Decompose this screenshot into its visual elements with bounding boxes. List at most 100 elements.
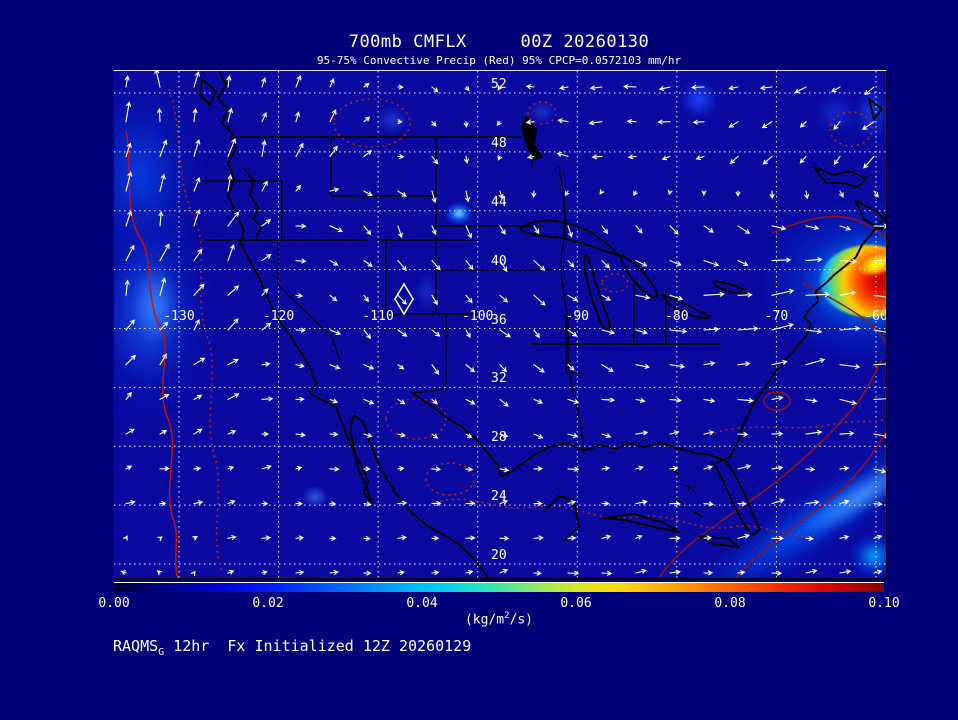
wind-arrow xyxy=(227,535,237,540)
wind-arrow xyxy=(397,225,403,239)
wind-arrow xyxy=(669,260,682,267)
wind-arrow xyxy=(626,118,637,124)
wind-arrow xyxy=(635,568,647,574)
wind-arrow xyxy=(873,569,883,575)
wind-arrow xyxy=(635,225,643,234)
wind-arrow xyxy=(873,534,883,540)
wind-arrow xyxy=(728,85,739,91)
wind-arrow xyxy=(567,398,580,405)
wind-arrow xyxy=(771,498,785,505)
wind-arrow xyxy=(295,74,302,88)
wind-arrow xyxy=(533,294,546,306)
wind-arrow xyxy=(193,176,201,192)
wind-arrow xyxy=(193,318,200,331)
wind-arrow xyxy=(771,322,794,331)
wind-arrow xyxy=(601,260,611,269)
wind-arrow xyxy=(737,533,751,539)
wind-arrow xyxy=(295,184,302,192)
wind-arrow xyxy=(156,570,163,576)
wind-arrow xyxy=(157,536,163,542)
wind-arrow xyxy=(635,430,649,436)
wind-arrow xyxy=(329,535,337,541)
wind-arrow xyxy=(531,190,537,199)
wind-arrow xyxy=(193,139,201,157)
wind-arrow xyxy=(125,465,133,471)
wind-arrow xyxy=(839,499,850,505)
wind-arrow xyxy=(431,329,441,337)
wind-arrow xyxy=(669,569,681,575)
wind-arrow xyxy=(363,116,371,123)
wind-arrow xyxy=(329,187,340,193)
colorbar-tick: 0.02 xyxy=(252,596,284,611)
wind-arrow xyxy=(533,260,546,271)
wind-arrow xyxy=(295,465,303,471)
wind-arrow xyxy=(397,535,408,541)
wind-arrow xyxy=(261,361,271,367)
wind-arrow xyxy=(627,154,637,160)
wind-vector-arrows xyxy=(120,71,886,577)
wind-arrow xyxy=(771,288,795,296)
wind-arrow xyxy=(703,535,712,541)
wind-arrow xyxy=(193,283,205,296)
wind-arrow xyxy=(329,501,337,507)
wind-arrow xyxy=(635,329,648,335)
wind-arrow xyxy=(329,145,338,157)
wind-arrow xyxy=(123,535,128,541)
wind-arrow xyxy=(533,225,540,235)
wind-arrow xyxy=(193,466,202,472)
wind-arrow xyxy=(159,500,167,506)
lat-label: 40 xyxy=(491,253,507,269)
wind-arrow xyxy=(839,398,858,406)
wind-arrow xyxy=(329,294,338,302)
wind-arrow xyxy=(496,120,502,126)
gulf-coast xyxy=(501,442,711,478)
wind-arrow xyxy=(567,500,577,505)
lon-label: -130 xyxy=(163,309,195,324)
wind-arrow xyxy=(125,500,136,505)
wind-arrow xyxy=(465,398,476,405)
wind-arrow xyxy=(601,433,612,439)
lake-erie xyxy=(661,294,711,320)
wind-arrow xyxy=(567,329,578,337)
wind-arrow xyxy=(691,84,705,90)
wind-arrow xyxy=(737,398,755,403)
wind-arrow xyxy=(124,279,130,296)
wind-arrow xyxy=(669,328,688,334)
wind-arrow xyxy=(873,259,886,262)
wind-arrow xyxy=(431,225,437,236)
colorbar-tick: 0.04 xyxy=(406,596,438,611)
wind-arrow xyxy=(329,260,339,266)
wind-arrow xyxy=(735,190,741,197)
wind-arrow xyxy=(227,499,236,505)
wind-arrow xyxy=(261,431,270,437)
red-dotted-contour xyxy=(168,88,223,572)
wind-arrow xyxy=(363,501,372,507)
wind-arrow xyxy=(567,225,573,238)
wind-arrow xyxy=(771,395,784,401)
wind-arrow xyxy=(591,154,603,160)
wind-arrow xyxy=(125,428,135,435)
wind-arrow xyxy=(499,294,509,303)
hispaniola xyxy=(698,535,740,548)
wind-arrow xyxy=(431,398,438,405)
wind-arrow xyxy=(703,260,720,267)
wind-arrow xyxy=(567,535,577,541)
wind-arrow xyxy=(839,534,850,540)
bahamas xyxy=(671,468,703,518)
wind-arrow xyxy=(703,361,716,366)
wind-arrow xyxy=(363,294,369,303)
wind-arrow xyxy=(363,433,373,438)
wind-arrow xyxy=(261,111,267,123)
wind-arrow xyxy=(227,244,235,262)
wind-arrow xyxy=(159,394,170,400)
wind-arrow xyxy=(635,294,651,300)
wind-arrow xyxy=(839,364,861,370)
wind-arrow xyxy=(261,288,269,296)
wind-arrow xyxy=(124,75,130,88)
wind-arrow xyxy=(873,468,886,474)
wind-arrow xyxy=(499,568,509,574)
wind-arrow xyxy=(363,190,373,196)
wind-arrow xyxy=(771,465,784,471)
wind-arrow xyxy=(159,321,169,331)
wind-arrow xyxy=(193,394,203,400)
